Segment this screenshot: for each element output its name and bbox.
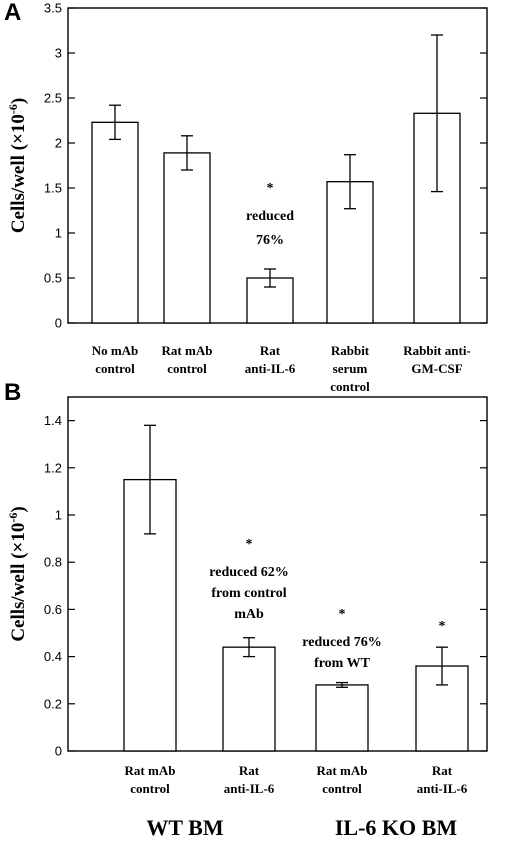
panel-a-bar — [163, 152, 211, 324]
panel-a-category-label: Rabbit — [331, 343, 370, 358]
panel-a-category-label: GM-CSF — [411, 361, 462, 376]
panel-b-y-tick-label: 1 — [55, 508, 62, 523]
panel-b-category-label: Rat mAb — [317, 763, 368, 778]
panel-b-category-label: Rat — [239, 763, 260, 778]
panel-a-y-tick-label: 3.5 — [44, 1, 62, 16]
panel-b-y-tick-label: 0.2 — [44, 696, 62, 711]
chart-panel-a: 0 0.5 1 1.5 2 2.5 3 3.5 Cells/well (×10-6) No mAb… — [6, 1, 488, 394]
panel-a-annotation-text: 76% — [256, 233, 284, 248]
panel-b-annotation-text: reduced 62% — [209, 565, 288, 580]
panel-b-annotation-text: mAb — [234, 607, 264, 622]
panel-a-y-tick-label: 2 — [55, 136, 62, 151]
panel-b-category-label: Rat — [432, 763, 453, 778]
panel-a-y-tick-label: 2.5 — [44, 91, 62, 106]
panel-a-significance-asterisk: * — [267, 181, 274, 196]
panel-a-category-label: Rabbit anti- — [403, 343, 471, 358]
panel-a-category-label: serum — [333, 361, 368, 376]
panel-b-y-axis-label: Cells/well (×10-6) — [6, 506, 29, 641]
panel-letter-b: B — [4, 379, 21, 406]
panel-b-annotation-text: reduced 76% — [302, 635, 381, 650]
group-label-wt-bm: WT BM — [146, 815, 223, 840]
panel-a-y-tick-label: 1 — [55, 226, 62, 241]
panel-b-y-tick-label: 1.4 — [44, 413, 62, 428]
panel-a-y-axis-label: Cells/well (×10-6) — [6, 98, 29, 233]
panel-b-y-tick-label: 0 — [55, 744, 62, 759]
panel-b-category-label: Rat mAb — [125, 763, 176, 778]
panel-a-y-tick-label: 1.5 — [44, 181, 62, 196]
group-label-il6-ko-bm: IL-6 KO BM — [335, 815, 457, 840]
panel-letter-a: A — [4, 0, 21, 26]
panel-a-y-tick-label: 0 — [55, 316, 62, 331]
panel-b-y-tick-label: 0.4 — [44, 649, 62, 664]
panel-a-y-tick-label: 0.5 — [44, 271, 62, 286]
panel-b-y-tick-label: 0.8 — [44, 555, 62, 570]
panel-b-bar — [315, 684, 369, 752]
panel-b-annotation-text: from control — [211, 586, 286, 601]
chart-panel-b: 0 0.2 0.4 0.6 0.8 1 1.2 1.4 Cells/well (×10-6) Ra… — [6, 396, 488, 796]
panel-b-category-label: anti-IL-6 — [417, 781, 468, 796]
panel-b-category-label: anti-IL-6 — [224, 781, 275, 796]
panel-a-bar — [91, 121, 139, 324]
panel-a-category-label: anti-IL-6 — [245, 361, 296, 376]
panel-b-category-label: control — [130, 781, 170, 796]
panel-b-plot-frame — [67, 396, 488, 752]
panel-a-category-label: No mAb — [92, 343, 139, 358]
panel-a-category-label: control — [330, 379, 370, 394]
panel-a-annotation-text: reduced — [246, 209, 294, 224]
panel-b-significance-asterisk: * — [439, 619, 446, 634]
panel-b-bar — [222, 646, 276, 752]
panel-b-significance-asterisk: * — [339, 607, 346, 622]
panel-b-annotation-text: from WT — [314, 656, 371, 671]
panel-b-category-label: control — [322, 781, 362, 796]
panel-a-category-label: control — [95, 361, 135, 376]
panel-a-category-label: control — [167, 361, 207, 376]
panel-a-category-label: Rat mAb — [162, 343, 213, 358]
panel-b-y-tick-label: 0.6 — [44, 602, 62, 617]
panel-a-y-tick-label: 3 — [55, 46, 62, 61]
panel-b-significance-asterisk: * — [246, 537, 253, 552]
panel-a-category-label: Rat — [260, 343, 281, 358]
panel-b-y-tick-label: 1.2 — [44, 460, 62, 475]
